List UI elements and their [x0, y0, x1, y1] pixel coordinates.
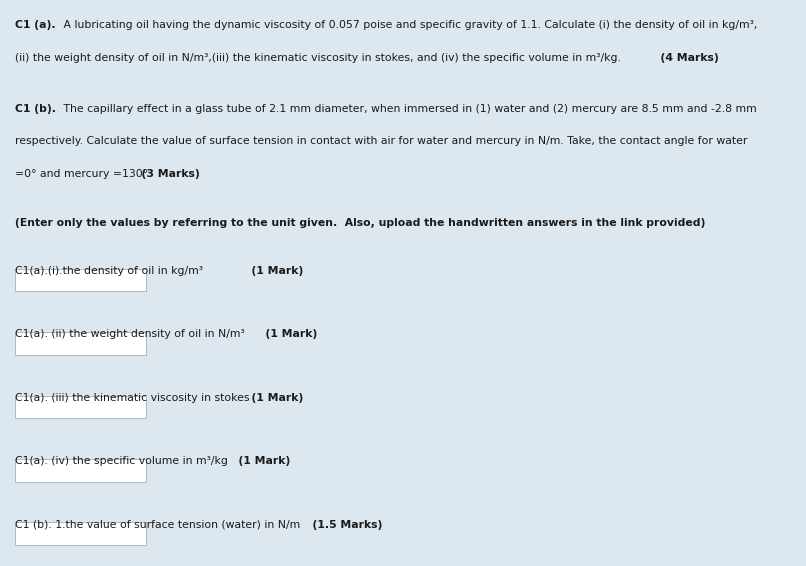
FancyBboxPatch shape — [15, 396, 146, 418]
Text: A lubricating oil having the dynamic viscosity of 0.057 poise and specific gravi: A lubricating oil having the dynamic vis… — [60, 20, 758, 30]
FancyBboxPatch shape — [15, 332, 146, 355]
Text: C1(a). (iii) the kinematic viscosity in stokes: C1(a). (iii) the kinematic viscosity in … — [15, 393, 249, 403]
Text: (1 Mark): (1 Mark) — [258, 329, 318, 340]
Text: C1 (a).: C1 (a). — [15, 20, 55, 30]
Text: =0° and mercury =130°.: =0° and mercury =130°. — [15, 169, 151, 179]
Text: (ii) the weight density of oil in N/m³,(iii) the kinematic viscosity in stokes, : (ii) the weight density of oil in N/m³,(… — [15, 53, 621, 63]
Text: (4 Marks): (4 Marks) — [653, 53, 719, 63]
Text: C1 (b).: C1 (b). — [15, 104, 56, 114]
Text: C1(a). (ii) the weight density of oil in N/m³: C1(a). (ii) the weight density of oil in… — [15, 329, 244, 340]
FancyBboxPatch shape — [15, 269, 146, 291]
Text: (Enter only the values by referring to the unit given.  Also, upload the handwri: (Enter only the values by referring to t… — [15, 218, 705, 229]
Text: respectively. Calculate the value of surface tension in contact with air for wat: respectively. Calculate the value of sur… — [15, 136, 747, 147]
Text: C1(a).(i).the density of oil in kg/m³: C1(a).(i).the density of oil in kg/m³ — [15, 266, 202, 276]
Text: (3 Marks): (3 Marks) — [134, 169, 200, 179]
Text: C1 (b). 1.the value of surface tension (water) in N/m: C1 (b). 1.the value of surface tension (… — [15, 520, 300, 530]
Text: (1 Mark): (1 Mark) — [244, 266, 304, 276]
Text: The capillary effect in a glass tube of 2.1 mm diameter, when immersed in (1) wa: The capillary effect in a glass tube of … — [60, 104, 757, 114]
Text: (1.5 Marks): (1.5 Marks) — [305, 520, 382, 530]
Text: (1 Mark): (1 Mark) — [231, 456, 290, 466]
FancyBboxPatch shape — [15, 522, 146, 545]
Text: (1 Mark): (1 Mark) — [244, 393, 304, 403]
FancyBboxPatch shape — [15, 459, 146, 482]
Text: C1(a). (iv) the specific volume in m³/kg: C1(a). (iv) the specific volume in m³/kg — [15, 456, 227, 466]
